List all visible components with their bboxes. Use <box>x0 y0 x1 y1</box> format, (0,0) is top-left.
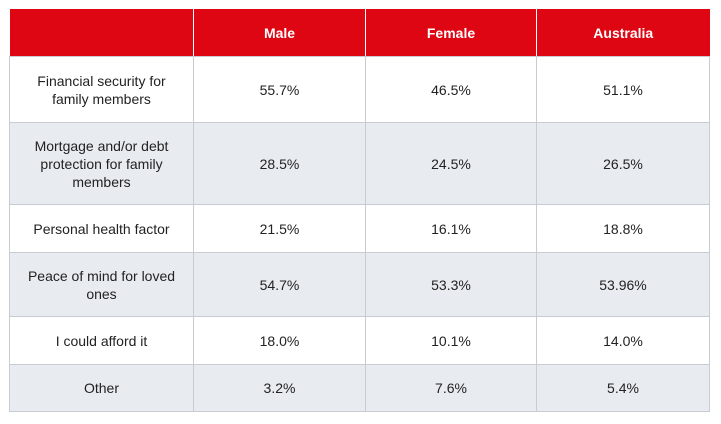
row-label: I could afford it <box>9 316 194 365</box>
row-label: Peace of mind for loved ones <box>9 252 194 317</box>
header-row: Male Female Australia <box>9 9 710 57</box>
cell-male: 3.2% <box>193 364 366 412</box>
column-header-australia: Australia <box>536 9 710 57</box>
table-row: I could afford it 18.0% 10.1% 14.0% <box>9 316 710 365</box>
cell-female: 24.5% <box>365 122 537 205</box>
column-header-female: Female <box>365 9 537 57</box>
row-label: Personal health factor <box>9 204 194 253</box>
cell-female: 10.1% <box>365 316 537 365</box>
cell-australia: 18.8% <box>536 204 710 253</box>
table-row: Personal health factor 21.5% 16.1% 18.8% <box>9 204 710 253</box>
table-row: Mortgage and/or debt protection for fami… <box>9 122 710 205</box>
cell-female: 46.5% <box>365 56 537 123</box>
cell-australia: 53.96% <box>536 252 710 317</box>
cell-female: 7.6% <box>365 364 537 412</box>
cell-male: 54.7% <box>193 252 366 317</box>
cell-australia: 26.5% <box>536 122 710 205</box>
table-row: Peace of mind for loved ones 54.7% 53.3%… <box>9 252 710 317</box>
table-row: Financial security for family members 55… <box>9 56 710 123</box>
row-label: Other <box>9 364 194 412</box>
row-label: Financial security for family members <box>9 56 194 123</box>
cell-female: 53.3% <box>365 252 537 317</box>
row-label: Mortgage and/or debt protection for fami… <box>9 122 194 205</box>
cell-australia: 14.0% <box>536 316 710 365</box>
cell-australia: 5.4% <box>536 364 710 412</box>
cell-male: 28.5% <box>193 122 366 205</box>
table-container: Male Female Australia Financial security… <box>9 9 710 412</box>
table-row: Other 3.2% 7.6% 5.4% <box>9 364 710 412</box>
cell-male: 55.7% <box>193 56 366 123</box>
cell-australia: 51.1% <box>536 56 710 123</box>
column-header-male: Male <box>193 9 366 57</box>
cell-male: 21.5% <box>193 204 366 253</box>
cell-male: 18.0% <box>193 316 366 365</box>
cell-female: 16.1% <box>365 204 537 253</box>
data-table: Male Female Australia Financial security… <box>9 9 710 412</box>
column-header-empty <box>9 9 194 57</box>
